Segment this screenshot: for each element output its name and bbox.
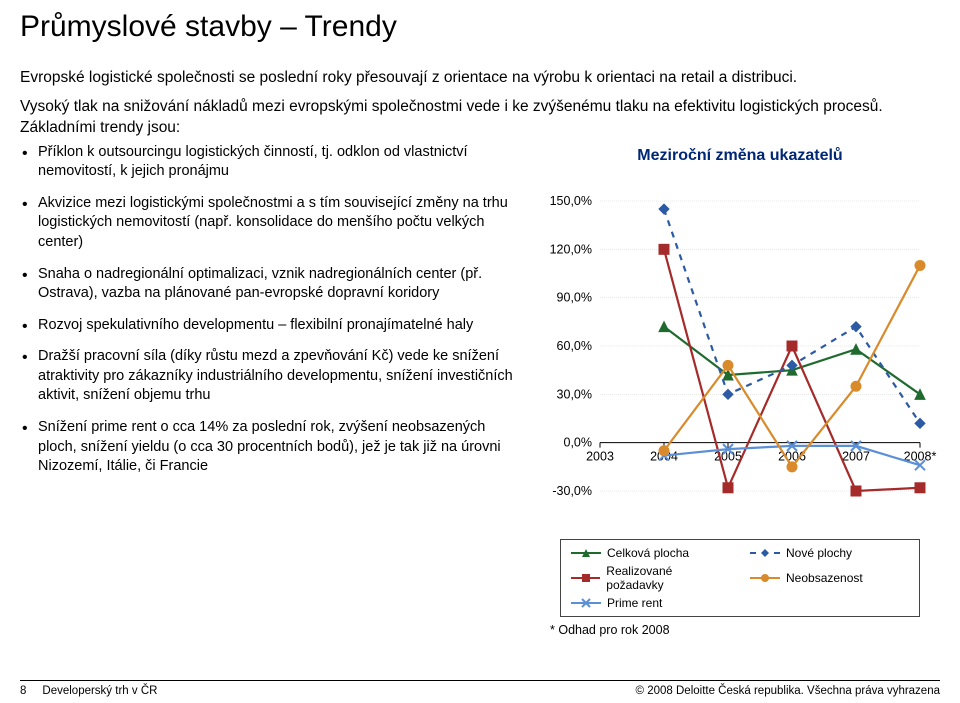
chart-wrap: -30,0% 0,0% 30,0% 60,0% 90,0% 120,0% 150,0% 200… xyxy=(540,171,940,531)
right-column: Meziroční změna ukazatelů -30,0% 0,0% 30,0… xyxy=(540,143,940,637)
two-column-layout: Příklon k outsourcingu logistických činn… xyxy=(20,143,940,637)
legend-swatch xyxy=(750,571,780,585)
bullet-item: Akvizice mezi logistickými společnostmi … xyxy=(20,194,520,253)
legend-item: Realizované požadavky xyxy=(571,564,730,592)
legend-swatch xyxy=(571,596,601,610)
svg-text:150,0%: 150,0% xyxy=(550,194,592,208)
page-number: 8 xyxy=(20,685,26,697)
legend-label: Neobsazenost xyxy=(786,571,863,585)
legend-label: Celková plocha xyxy=(607,546,689,560)
legend-item: Neobsazenost xyxy=(750,564,909,592)
legend-label: Nové plochy xyxy=(786,546,852,560)
intro-paragraph-1: Evropské logistické společnosti se posle… xyxy=(20,68,940,89)
line-chart: -30,0% 0,0% 30,0% 60,0% 90,0% 120,0% 150,0% 200… xyxy=(540,171,940,531)
legend-swatch xyxy=(571,546,601,560)
legend-swatch xyxy=(571,571,600,585)
left-column: Příklon k outsourcingu logistických činn… xyxy=(20,143,520,637)
legend-swatch xyxy=(750,546,780,560)
page-title: Průmyslové stavby – Trendy xyxy=(20,10,940,44)
footer-right: © 2008 Deloitte Česká republika. Všechna… xyxy=(636,685,940,697)
series-nové-plochy xyxy=(659,204,925,428)
bullet-item: Dražší pracovní síla (díky růstu mezd a … xyxy=(20,347,520,406)
svg-text:30,0%: 30,0% xyxy=(557,387,592,401)
svg-text:120,0%: 120,0% xyxy=(550,242,592,256)
svg-text:-30,0%: -30,0% xyxy=(552,484,592,498)
legend-item: Nové plochy xyxy=(750,546,909,560)
svg-text:2003: 2003 xyxy=(586,449,614,463)
footer-left: 8 Developerský trh v ČR xyxy=(20,685,157,697)
footer-title: Developerský trh v ČR xyxy=(42,685,157,697)
intro-paragraph-2: Vysoký tlak na snižování nákladů mezi ev… xyxy=(20,97,940,139)
legend-label: Realizované požadavky xyxy=(606,564,730,592)
legend-item: Celková plocha xyxy=(571,546,730,560)
bullet-item: Snížení prime rent o cca 14% za poslední… xyxy=(20,418,520,477)
legend-item: Prime rent xyxy=(571,596,730,610)
bullet-list: Příklon k outsourcingu logistických činn… xyxy=(20,143,520,477)
chart-footnote: * Odhad pro rok 2008 xyxy=(540,623,940,637)
footer: 8 Developerský trh v ČR © 2008 Deloitte … xyxy=(20,680,940,697)
legend-label: Prime rent xyxy=(607,596,662,610)
svg-text:90,0%: 90,0% xyxy=(557,290,592,304)
slide-page: Průmyslové stavby – Trendy Evropské logi… xyxy=(0,0,960,703)
bullet-item: Snaha o nadregionální optimalizaci, vzni… xyxy=(20,265,520,304)
bullet-item: Příklon k outsourcingu logistických činn… xyxy=(20,143,520,182)
svg-text:2007: 2007 xyxy=(842,449,870,463)
bullet-item: Rozvoj spekulativního developmentu – fle… xyxy=(20,316,520,336)
footnote-text: Odhad pro rok 2008 xyxy=(558,623,669,637)
chart-legend: Celková plocha Nové plochy Realizované pož… xyxy=(560,539,920,617)
chart-title: Meziroční změna ukazatelů xyxy=(540,147,940,165)
svg-text:0,0%: 0,0% xyxy=(564,435,593,449)
svg-text:60,0%: 60,0% xyxy=(557,339,592,353)
